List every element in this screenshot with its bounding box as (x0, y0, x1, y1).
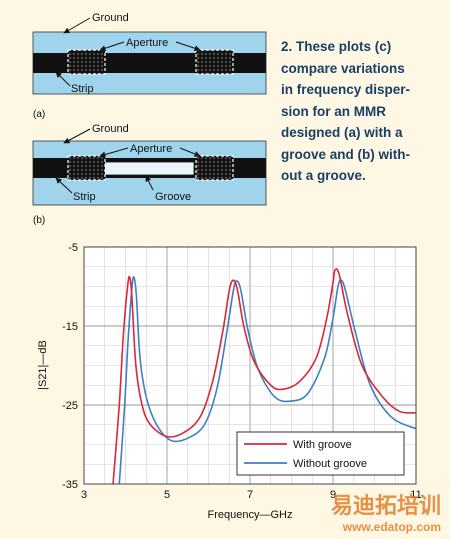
aperture-left-outline-a (67, 49, 106, 75)
legend-label-without-groove: Without groove (293, 458, 367, 470)
aperture-label-b: Aperture (130, 143, 172, 155)
panel-label-a: (a) (33, 109, 45, 120)
watermark: 易迪拓培训 www.edatop.com (331, 493, 441, 534)
aperture-left-outline-b (67, 155, 106, 181)
ground-arrow-a (63, 17, 91, 34)
legend-box (236, 431, 405, 476)
watermark-url: www.edatop.com (342, 520, 441, 534)
legend-label-with-groove: With groove (293, 439, 352, 451)
x-tick-label: 7 (247, 489, 253, 501)
y-tick-label: -5 (68, 242, 78, 254)
caption-line: 2. These plots (c) (281, 39, 392, 54)
y-tick-label: -35 (62, 479, 78, 491)
caption-line: in frequency disper- (281, 82, 411, 97)
caption-line: designed (a) with a (281, 125, 403, 140)
aperture-arrow-left-a (99, 41, 125, 52)
x-tick-labels: 3 5 7 9 11 (81, 489, 422, 501)
caption-line: compare variations (281, 60, 405, 76)
x-tick-label: 5 (164, 489, 170, 501)
panel-label-b: (b) (33, 215, 45, 226)
strip-arrow-b (55, 177, 73, 194)
strip-arrow-a (55, 71, 71, 87)
caption-line: sion for an MMR (281, 103, 386, 119)
series-group (112, 268, 417, 485)
strip-label-a: Strip (71, 83, 94, 95)
groove-arrow-b (145, 175, 154, 191)
y-tick-label: -25 (62, 400, 78, 412)
x-tick-label: 9 (330, 489, 336, 501)
ground-label-b: Ground (92, 123, 129, 135)
figure-caption: 2. These plots (c) compare variations in… (281, 36, 441, 187)
with-groove-line (112, 268, 417, 485)
aperture-arrow-left-b (99, 147, 129, 158)
aperture-arrow-right-b (179, 147, 201, 157)
diagram-b: Ground Aperture Strip Groove (b) (32, 123, 267, 226)
caption-line: out a groove. (281, 168, 366, 183)
strip-label-b: Strip (73, 191, 96, 203)
aperture-right-outline-b (195, 155, 234, 181)
chart: 3 5 7 9 11 -35 -25 -15 -5 Frequency—GHz |S21|—d… (37, 242, 422, 521)
ground-arrow-b (63, 128, 91, 144)
aperture-right-a (196, 50, 233, 74)
ground-label-a: Ground (92, 12, 129, 24)
aperture-right-outline-a (195, 49, 234, 75)
legend: With groove Without groove (236, 431, 405, 476)
aperture-left-b (68, 156, 105, 180)
aperture-label-a: Aperture (126, 37, 168, 49)
y-tick-label: -15 (62, 321, 78, 333)
groove-b (103, 161, 195, 176)
aperture-right-b (196, 156, 233, 180)
caption-line: groove and (b) with- (281, 146, 410, 162)
groove-label-b: Groove (155, 191, 191, 203)
x-tick-label: 3 (81, 489, 87, 501)
ground-plane-a (33, 53, 266, 56)
watermark-cn-text: 易迪拓培训 (331, 493, 441, 519)
x-axis-label: Frequency—GHz (208, 509, 293, 521)
y-axis-label: |S21|—dB (37, 340, 49, 390)
plot-frame (83, 246, 417, 485)
aperture-left-a (68, 50, 105, 74)
aperture-arrow-right-a (175, 41, 201, 52)
y-tick-labels: -35 -25 -15 -5 (62, 242, 78, 491)
x-tick-label: 11 (410, 489, 421, 501)
diagram-a: Ground Aperture Strip (a) (32, 12, 267, 120)
